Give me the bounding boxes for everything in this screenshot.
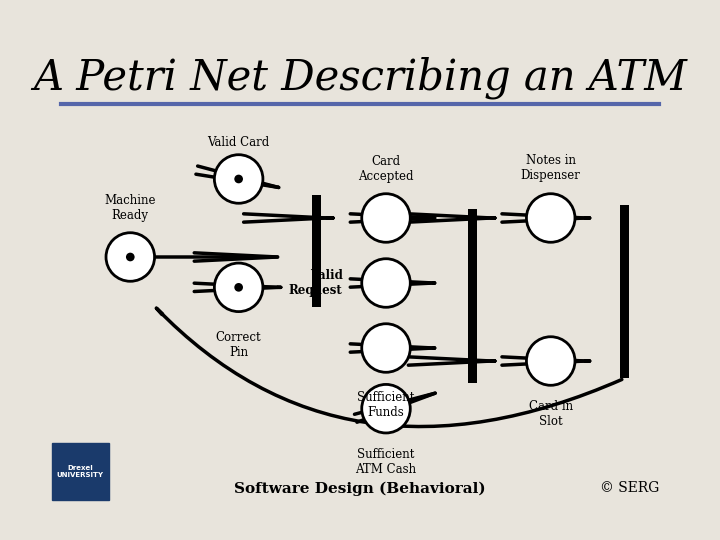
Circle shape [526,194,575,242]
Text: Valid Card: Valid Card [207,136,270,148]
Text: Card
Accepted: Card Accepted [359,156,414,183]
Text: Correct
Pin: Correct Pin [216,330,261,359]
FancyArrowPatch shape [156,308,622,427]
Bar [620,205,629,379]
Circle shape [126,253,135,261]
Text: © SERG: © SERG [600,482,659,495]
Text: Sufficient
ATM Cash: Sufficient ATM Cash [356,448,417,476]
Circle shape [361,384,410,433]
Bar [468,210,477,383]
Text: Software Design (Behavioral): Software Design (Behavioral) [234,481,486,496]
Text: Sufficient
Funds: Sufficient Funds [357,392,415,420]
Text: Drexel
UNIVERSITY: Drexel UNIVERSITY [56,465,104,478]
Circle shape [234,283,243,292]
Circle shape [215,155,263,203]
Bar [312,194,321,307]
Circle shape [215,263,263,312]
Text: A Petri Net Describing an ATM: A Petri Net Describing an ATM [33,56,687,99]
Circle shape [361,194,410,242]
Text: Valid
Request: Valid Request [289,269,343,297]
Circle shape [234,174,243,183]
Circle shape [361,259,410,307]
Text: Notes in
Dispenser: Notes in Dispenser [521,153,580,181]
Text: Machine
Ready: Machine Ready [104,194,156,222]
Circle shape [106,233,155,281]
Circle shape [526,337,575,385]
Bar [53,443,109,500]
Text: Card in
Slot: Card in Slot [528,400,573,428]
Circle shape [361,324,410,372]
